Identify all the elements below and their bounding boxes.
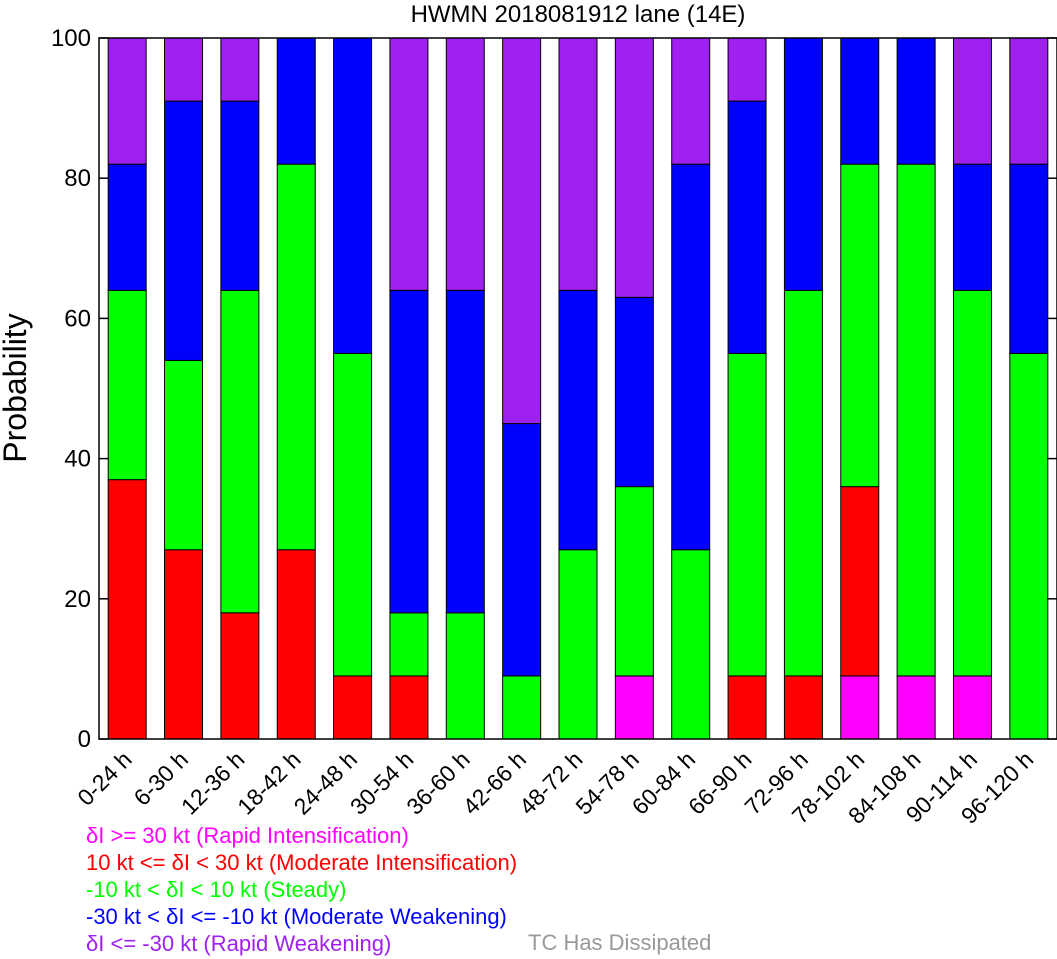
bar-segment-4-2 [220,37,260,102]
bar-segment-1-1 [164,549,204,740]
bar-segment-2-6 [445,612,485,740]
bar-segment-3-5 [389,289,429,614]
bar-segment-2-3 [276,163,316,551]
legend-entry-steady: -10 kt < δI < 10 kt (Steady) [86,877,347,902]
bar-segment-2-4 [333,352,373,677]
bars-group [107,37,1049,740]
bar-segment-1-13 [840,486,880,677]
legend-entry-dissipated: TC Has Dissipated [528,930,712,955]
bar-segment-4-9 [614,37,654,298]
bar-segment-3-7 [502,423,542,677]
bar-segment-2-5 [389,612,429,677]
bar-segment-4-5 [389,37,429,291]
bar-segment-3-2 [220,100,260,291]
bar-segment-4-15 [952,37,992,165]
bar-segment-1-12 [783,675,823,740]
legend-entry-rapid-intensification: δI >= 30 kt (Rapid Intensification) [86,823,409,848]
bar-segment-3-11 [727,100,767,354]
y-axis-label: Probability [0,313,33,462]
bar-segment-2-7 [502,675,542,740]
bar-segment-2-11 [727,352,767,677]
bar-segment-3-14 [896,37,936,165]
bar-segment-2-14 [896,163,936,677]
bar-segment-3-16 [1009,163,1049,354]
y-tick-label: 100 [51,25,91,52]
bar-segment-3-9 [614,296,654,488]
bar-segment-1-4 [333,675,373,740]
bar-segment-1-3 [276,549,316,740]
bar-segment-2-2 [220,289,260,614]
bar-segment-3-4 [333,37,373,354]
bar-segment-2-0 [107,289,147,481]
bar-segment-4-11 [727,37,767,102]
bar-segment-2-15 [952,289,992,677]
y-tick-label: 20 [64,586,91,613]
bar-segment-4-1 [164,37,204,102]
bar-segment-3-8 [558,289,598,551]
bar-segment-2-12 [783,289,823,677]
legend-entry-moderate-weakening: -30 kt < δI <= -10 kt (Moderate Weakenin… [86,904,507,929]
bar-segment-4-0 [107,37,147,165]
y-tick-label: 60 [64,305,91,332]
bar-segment-1-11 [727,675,767,740]
x-tick-label: 0-24 h [72,746,137,811]
bar-segment-0-9 [614,675,654,740]
bar-segment-3-3 [276,37,316,165]
bar-segment-2-8 [558,549,598,740]
bar-segment-4-16 [1009,37,1049,165]
bar-segment-3-10 [671,163,711,551]
bar-segment-2-1 [164,359,204,551]
plot-frame [98,37,1057,740]
bar-segment-1-0 [107,479,147,740]
bar-segment-3-1 [164,100,204,361]
bar-segment-4-8 [558,37,598,291]
bar-segment-3-15 [952,163,992,291]
bar-segment-4-6 [445,37,485,291]
legend: δI >= 30 kt (Rapid Intensification) 10 k… [86,822,517,957]
bar-segment-2-9 [614,486,654,677]
legend-entry-moderate-intensification: 10 kt <= δI < 30 kt (Moderate Intensific… [86,850,518,875]
bar-segment-2-10 [671,549,711,740]
bar-segment-4-10 [671,37,711,165]
bar-segment-3-6 [445,289,485,614]
y-tick-label: 80 [64,165,91,192]
y-tick-label: 0 [78,726,91,753]
chart-title: HWMN 2018081912 lane (14E) [411,1,746,28]
bar-segment-1-2 [220,612,260,740]
bar-segment-0-15 [952,675,992,740]
y-tick-label: 40 [64,446,91,473]
bar-segment-2-16 [1009,352,1049,740]
bar-segment-1-5 [389,675,429,740]
bar-segment-3-12 [783,37,823,291]
legend-entry-rapid-weakening: δI <= -30 kt (Rapid Weakening) [86,931,392,956]
bar-segment-3-0 [107,163,147,291]
bar-segment-4-7 [502,37,542,425]
bar-segment-0-13 [840,675,880,740]
bar-segment-0-14 [896,675,936,740]
bar-segment-2-13 [840,163,880,488]
bar-segment-3-13 [840,37,880,165]
